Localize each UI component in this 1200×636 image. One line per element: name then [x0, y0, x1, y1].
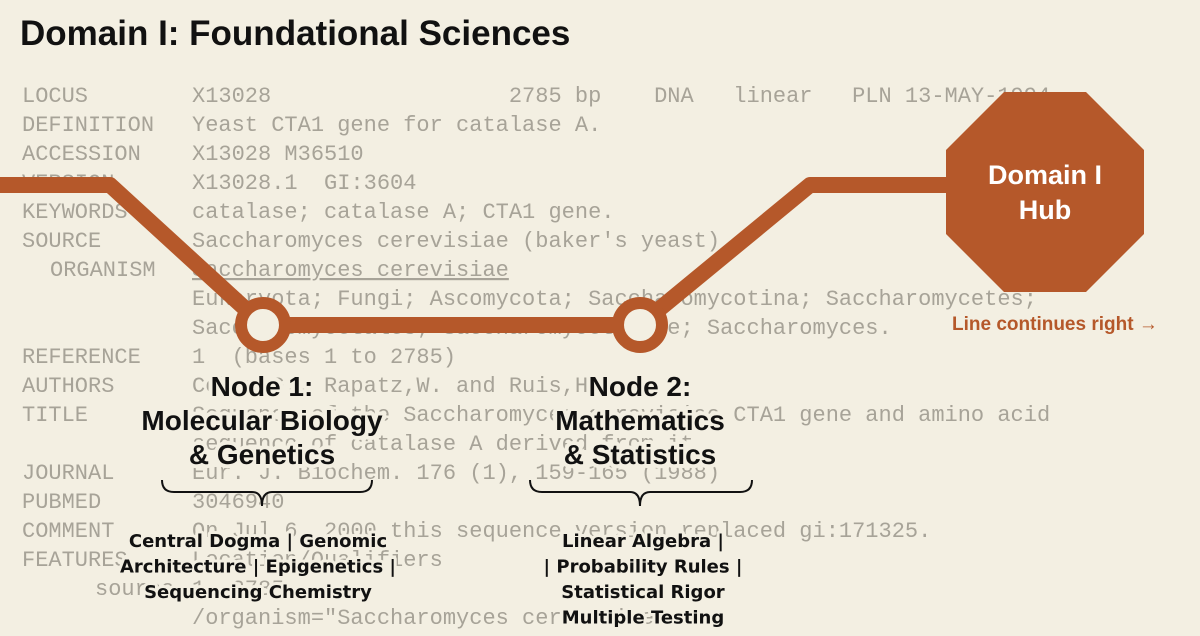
topic: Sequencing Chemistry: [144, 582, 372, 603]
record-value: On Jul 6, 2000 this sequence version rep…: [192, 519, 931, 544]
record-label: source: [95, 577, 174, 602]
continue-note: Line continues right →: [952, 314, 1158, 335]
record-label: TITLE: [22, 403, 88, 428]
record-value: Yeast CTA1 gene for catalase A.: [192, 113, 601, 138]
topic: Central Dogma | Genomic: [129, 531, 387, 552]
node-title: Node 2:: [589, 371, 692, 402]
record-label: SOURCE: [22, 229, 101, 254]
record-value: sequence of catalase A derived from it: [192, 432, 694, 457]
node-marker: [235, 297, 291, 353]
record-label: LOCUS: [22, 84, 88, 109]
record-label: DEFINITION: [22, 113, 154, 138]
route-line: [0, 177, 960, 333]
title: Domain I: Foundational Sciences: [20, 14, 570, 53]
node-title: & Genetics: [189, 439, 335, 470]
record-value: X13028.1 GI:3604: [192, 171, 416, 196]
topic: Statistical Rigor: [561, 582, 725, 603]
record-value: Eukaryota; Fungi; Ascomycota; Saccharomy…: [192, 287, 1037, 312]
topic: | Probability Rules |: [544, 557, 743, 578]
hub-label: Domain I: [988, 160, 1102, 190]
record-value: X13028 M36510: [192, 142, 364, 167]
record-label: PUBMED: [22, 490, 101, 515]
hub-octagon: [946, 92, 1144, 292]
record-value: Location/Qualifiers: [192, 548, 443, 573]
hub-label: Hub: [1019, 195, 1071, 225]
record-value: Sequence of the Saccharomyces cerevisiae…: [192, 403, 1050, 428]
node-title: Molecular Biology: [141, 405, 383, 436]
node-title: & Statistics: [564, 439, 717, 470]
record-value: catalase; catalase A; CTA1 gene.: [192, 200, 614, 225]
node-marker: [612, 297, 668, 353]
topic: Linear Algebra |: [562, 531, 724, 552]
record-label: ACCESSION: [22, 142, 141, 167]
record-label: ORGANISM: [50, 258, 156, 283]
record-label: REFERENCE: [22, 345, 141, 370]
record-value: /organism="Saccharomyces cerevisiae": [192, 606, 667, 631]
record-value: Cohen,G., Rapatz,W. and Ruis,H.: [192, 374, 601, 399]
nodes: Node 1:Molecular Biology& Genetics Centra…: [117, 367, 753, 632]
node-title: Node 1:: [211, 371, 314, 402]
record-value: 1 (bases 1 to 2785): [192, 345, 456, 370]
record-label: AUTHORS: [22, 374, 114, 399]
record-value: X13028 2785 bp DNA linear PLN 13-MAY-199…: [192, 84, 1050, 109]
record-value: 3046940: [192, 490, 284, 515]
record-label: FEATURES: [22, 548, 128, 573]
record-value: Saccharomyces cerevisiae: [192, 258, 509, 283]
record-label: JOURNAL: [22, 461, 114, 486]
record-value: Eur. J. Biochem. 176 (1), 159-165 (1988): [192, 461, 720, 486]
topic: Multiple Testing: [562, 608, 724, 629]
brace: [529, 479, 753, 507]
record-label: COMMENT: [22, 519, 114, 544]
node-title: Mathematics: [555, 405, 725, 436]
brace: [161, 479, 373, 507]
record-value: 1..2785: [192, 577, 284, 602]
record-value: Saccharomyces cerevisiae (baker's yeast): [192, 229, 720, 254]
record-label: KEYWORDS: [22, 200, 128, 225]
topic: Architecture | Epigenetics |: [120, 557, 396, 578]
